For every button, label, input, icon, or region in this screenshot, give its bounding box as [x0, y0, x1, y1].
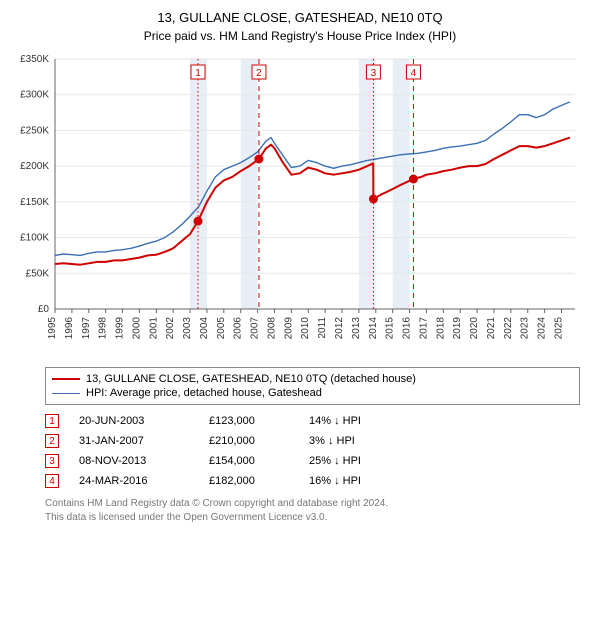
- svg-text:£100K: £100K: [20, 233, 49, 244]
- svg-text:2001: 2001: [148, 317, 159, 340]
- svg-text:2003: 2003: [182, 317, 193, 340]
- svg-text:£350K: £350K: [20, 54, 49, 65]
- svg-text:2019: 2019: [452, 317, 463, 340]
- sale-diff: 25% ↓ HPI: [309, 455, 409, 467]
- svg-text:£200K: £200K: [20, 161, 49, 172]
- svg-text:2014: 2014: [368, 317, 379, 340]
- svg-text:£150K: £150K: [20, 197, 49, 208]
- sale-row: 3 08-NOV-2013 £154,000 25% ↓ HPI: [45, 451, 580, 471]
- legend-label: HPI: Average price, detached house, Gate…: [86, 387, 322, 399]
- sale-price: £154,000: [209, 455, 289, 467]
- sale-price: £210,000: [209, 435, 289, 447]
- sale-diff: 14% ↓ HPI: [309, 415, 409, 427]
- svg-text:2018: 2018: [435, 317, 446, 340]
- line-chart-svg: £0 £50K £100K £150K £200K £250K £300K £350K 1995…: [10, 49, 590, 359]
- svg-text:2002: 2002: [165, 317, 176, 340]
- footnote: Contains HM Land Registry data © Crown c…: [45, 497, 580, 524]
- svg-text:2015: 2015: [385, 317, 396, 340]
- sale-diff: 16% ↓ HPI: [309, 475, 409, 487]
- svg-text:1999: 1999: [115, 317, 126, 340]
- legend-item: 13, GULLANE CLOSE, GATESHEAD, NE10 0TQ (…: [52, 372, 573, 386]
- svg-text:2012: 2012: [334, 317, 345, 340]
- svg-text:2005: 2005: [216, 317, 227, 340]
- sale-row: 4 24-MAR-2016 £182,000 16% ↓ HPI: [45, 471, 580, 491]
- sale-date: 08-NOV-2013: [79, 455, 189, 467]
- svg-text:2010: 2010: [300, 317, 311, 340]
- chart-subtitle: Price paid vs. HM Land Registry's House …: [0, 29, 600, 43]
- svg-text:3: 3: [371, 68, 377, 79]
- svg-text:£300K: £300K: [20, 90, 49, 101]
- sale-marker-box: 2: [45, 434, 59, 448]
- svg-text:£250K: £250K: [20, 125, 49, 136]
- svg-text:2000: 2000: [131, 317, 142, 340]
- svg-text:2025: 2025: [553, 317, 564, 340]
- svg-text:2006: 2006: [233, 317, 244, 340]
- svg-text:4: 4: [411, 68, 417, 79]
- footnote-line: This data is licensed under the Open Gov…: [45, 511, 580, 525]
- svg-text:2016: 2016: [402, 317, 413, 340]
- svg-text:1996: 1996: [64, 317, 75, 340]
- sale-price: £182,000: [209, 475, 289, 487]
- svg-text:2022: 2022: [503, 317, 514, 340]
- svg-text:2007: 2007: [250, 317, 261, 340]
- sale-marker-box: 1: [45, 414, 59, 428]
- svg-text:2008: 2008: [266, 317, 277, 340]
- svg-text:1998: 1998: [98, 317, 109, 340]
- svg-text:2009: 2009: [283, 317, 294, 340]
- chart-container: 13, GULLANE CLOSE, GATESHEAD, NE10 0TQ P…: [0, 10, 600, 524]
- svg-text:2017: 2017: [418, 317, 429, 340]
- legend-swatch: [52, 393, 80, 394]
- svg-text:2011: 2011: [317, 317, 328, 339]
- sale-date: 24-MAR-2016: [79, 475, 189, 487]
- sale-date: 31-JAN-2007: [79, 435, 189, 447]
- legend-item: HPI: Average price, detached house, Gate…: [52, 386, 573, 400]
- chart-plot-area: £0 £50K £100K £150K £200K £250K £300K £350K 1995…: [10, 49, 590, 359]
- sale-marker-box: 4: [45, 474, 59, 488]
- sale-row: 1 20-JUN-2003 £123,000 14% ↓ HPI: [45, 411, 580, 431]
- svg-text:2004: 2004: [199, 317, 210, 340]
- legend-label: 13, GULLANE CLOSE, GATESHEAD, NE10 0TQ (…: [86, 373, 416, 385]
- footnote-line: Contains HM Land Registry data © Crown c…: [45, 497, 580, 511]
- chart-title: 13, GULLANE CLOSE, GATESHEAD, NE10 0TQ: [0, 10, 600, 25]
- sale-diff: 3% ↓ HPI: [309, 435, 409, 447]
- sale-marker-box: 3: [45, 454, 59, 468]
- legend-swatch: [52, 378, 80, 380]
- sale-row: 2 31-JAN-2007 £210,000 3% ↓ HPI: [45, 431, 580, 451]
- svg-text:2013: 2013: [351, 317, 362, 340]
- svg-text:1995: 1995: [47, 317, 58, 340]
- svg-text:2020: 2020: [469, 317, 480, 340]
- sales-table: 1 20-JUN-2003 £123,000 14% ↓ HPI 2 31-JAN-200…: [45, 411, 580, 491]
- sale-price: £123,000: [209, 415, 289, 427]
- svg-text:2: 2: [256, 68, 262, 79]
- svg-text:1997: 1997: [81, 317, 92, 340]
- svg-text:2021: 2021: [486, 317, 497, 340]
- svg-text:2024: 2024: [537, 317, 548, 340]
- svg-text:2023: 2023: [520, 317, 531, 340]
- svg-text:£50K: £50K: [26, 268, 50, 279]
- svg-text:£0: £0: [38, 304, 50, 315]
- svg-text:1: 1: [195, 68, 201, 79]
- sale-date: 20-JUN-2003: [79, 415, 189, 427]
- legend: 13, GULLANE CLOSE, GATESHEAD, NE10 0TQ (…: [45, 367, 580, 405]
